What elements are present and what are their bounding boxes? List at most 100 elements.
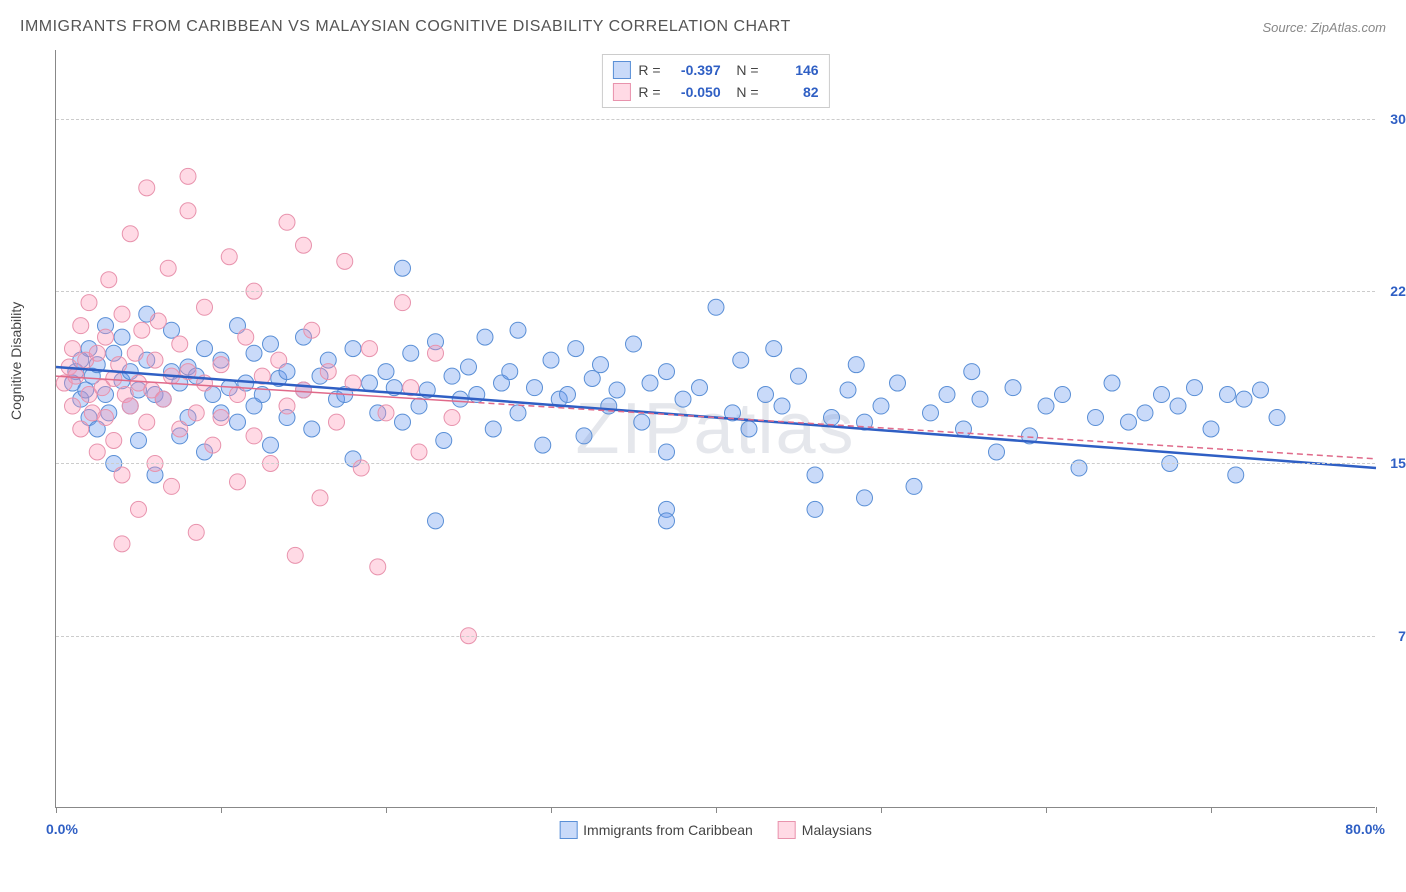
data-point: [188, 405, 204, 421]
data-point: [114, 306, 130, 322]
data-point: [122, 398, 138, 414]
data-point: [205, 437, 221, 453]
data-point: [114, 536, 130, 552]
data-point: [98, 329, 114, 345]
data-point: [791, 368, 807, 384]
x-tick-mark: [881, 807, 882, 813]
data-point: [403, 345, 419, 361]
data-point: [134, 322, 150, 338]
data-point: [73, 421, 89, 437]
data-point: [972, 391, 988, 407]
data-point: [238, 329, 254, 345]
data-point: [155, 391, 171, 407]
data-point: [127, 345, 143, 361]
data-point: [444, 368, 460, 384]
data-point: [180, 203, 196, 219]
data-point: [279, 398, 295, 414]
data-point: [353, 460, 369, 476]
data-point: [576, 428, 592, 444]
data-point: [411, 444, 427, 460]
data-point: [304, 322, 320, 338]
chart-area: ZIPatlas R =-0.397 N =146R =-0.050 N =82…: [55, 50, 1375, 808]
data-point: [221, 249, 237, 265]
data-point: [139, 414, 155, 430]
trend-line: [56, 367, 1376, 468]
data-point: [675, 391, 691, 407]
data-point: [1121, 414, 1137, 430]
data-point: [172, 336, 188, 352]
data-point: [279, 214, 295, 230]
data-point: [964, 364, 980, 380]
stats-legend-row: R = -0.397 N = 146: [612, 59, 818, 81]
data-point: [89, 345, 105, 361]
data-point: [81, 295, 97, 311]
data-point: [1038, 398, 1054, 414]
x-tick-mark: [551, 807, 552, 813]
data-point: [1170, 398, 1186, 414]
grid-line: [56, 291, 1375, 292]
data-point: [584, 370, 600, 386]
data-point: [601, 398, 617, 414]
stat-r-label: R =: [638, 84, 660, 100]
data-point: [73, 318, 89, 334]
data-point: [312, 490, 328, 506]
data-point: [873, 398, 889, 414]
stats-legend: R =-0.397 N =146R =-0.050 N =82: [601, 54, 829, 108]
data-point: [560, 387, 576, 403]
data-point: [593, 357, 609, 373]
data-point: [160, 260, 176, 276]
source-label: Source: ZipAtlas.com: [1262, 20, 1386, 35]
data-point: [172, 421, 188, 437]
data-point: [114, 467, 130, 483]
data-point: [659, 364, 675, 380]
data-point: [502, 364, 518, 380]
grid-line: [56, 636, 1375, 637]
data-point: [436, 432, 452, 448]
data-point: [477, 329, 493, 345]
x-tick-mark: [716, 807, 717, 813]
stat-r-value: -0.397: [669, 62, 721, 78]
data-point: [1154, 387, 1170, 403]
data-point: [510, 405, 526, 421]
x-tick-mark: [1376, 807, 1377, 813]
stat-n-label: N =: [729, 84, 759, 100]
y-tick-label: 22.5%: [1390, 283, 1406, 299]
data-point: [634, 414, 650, 430]
legend-label: Malaysians: [802, 822, 872, 838]
stats-legend-row: R =-0.050 N =82: [612, 81, 818, 103]
data-point: [626, 336, 642, 352]
data-point: [1269, 410, 1285, 426]
data-point: [485, 421, 501, 437]
y-tick-label: 7.5%: [1398, 628, 1406, 644]
stat-n-label: N =: [729, 62, 759, 78]
y-tick-label: 30.0%: [1390, 111, 1406, 127]
data-point: [733, 352, 749, 368]
legend-label: Immigrants from Caribbean: [583, 822, 753, 838]
data-point: [197, 299, 213, 315]
data-point: [956, 421, 972, 437]
data-point: [362, 375, 378, 391]
data-point: [395, 295, 411, 311]
stat-r-value: -0.050: [669, 84, 721, 100]
stat-r-label: R =: [638, 62, 660, 78]
data-point: [271, 352, 287, 368]
stat-n-value: 146: [767, 62, 819, 78]
series-legend: Immigrants from Caribbean Malaysians: [559, 821, 872, 839]
data-point: [1228, 467, 1244, 483]
data-point: [213, 410, 229, 426]
data-point: [543, 352, 559, 368]
data-point: [766, 341, 782, 357]
grid-line: [56, 463, 1375, 464]
legend-swatch: [778, 821, 796, 839]
legend-swatch: [612, 83, 630, 101]
data-point: [708, 299, 724, 315]
data-point: [1137, 405, 1153, 421]
data-point: [230, 414, 246, 430]
data-point: [122, 226, 138, 242]
data-point: [246, 428, 262, 444]
data-point: [329, 414, 345, 430]
data-point: [101, 272, 117, 288]
legend-swatch: [612, 61, 630, 79]
data-point: [114, 329, 130, 345]
data-point: [568, 341, 584, 357]
